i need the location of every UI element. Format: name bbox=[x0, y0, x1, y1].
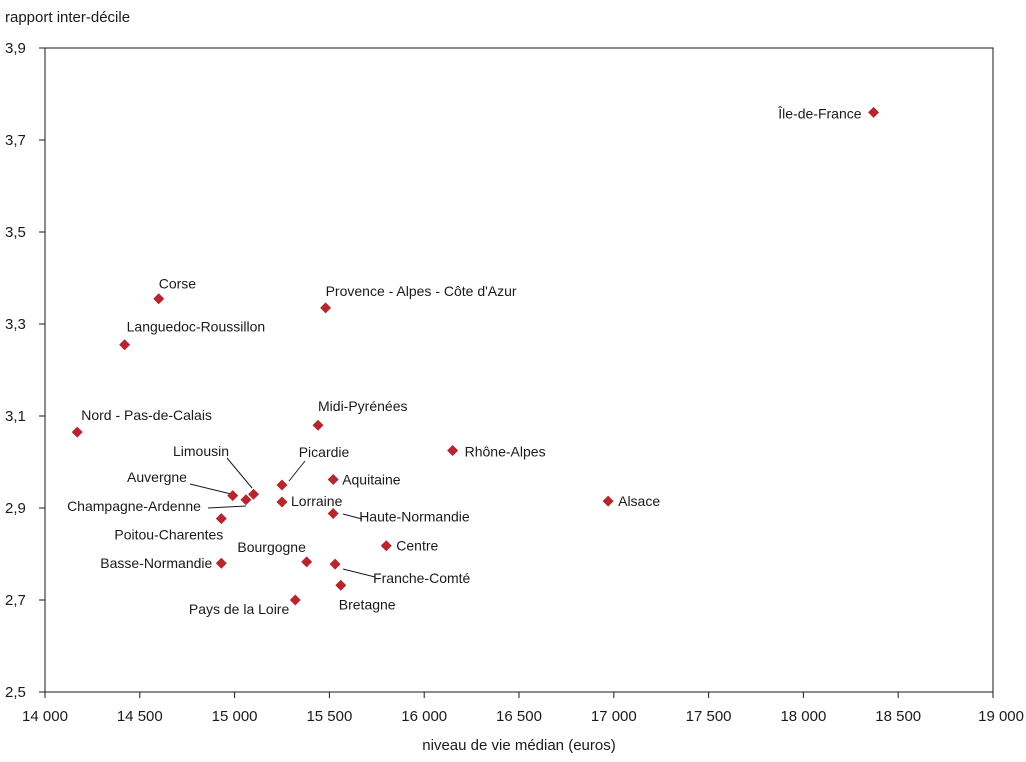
x-tick-label: 14 500 bbox=[117, 708, 163, 725]
x-tick-label: 19 000 bbox=[978, 708, 1024, 725]
data-point-label: Centre bbox=[396, 538, 438, 554]
x-axis-ticks: 14 000 14 500 15 000 15 500 16 000 16 500 17 0… bbox=[22, 692, 1024, 725]
y-tick-label: 3,1 bbox=[5, 408, 26, 425]
data-point-marker bbox=[240, 494, 252, 506]
x-tick-label: 17 000 bbox=[591, 708, 637, 725]
data-point-label: Alsace bbox=[618, 493, 660, 509]
data-point-marker bbox=[153, 293, 165, 305]
data-point-label: Nord - Pas-de-Calais bbox=[81, 407, 212, 423]
data-point-label: Auvergne bbox=[127, 469, 187, 485]
data-point-marker bbox=[276, 496, 288, 508]
x-axis-title: niveau de vie médian (euros) bbox=[422, 737, 615, 754]
data-point-marker bbox=[301, 556, 313, 568]
data-point-marker bbox=[447, 445, 459, 456]
y-tick-label: 3,5 bbox=[5, 224, 26, 241]
data-point-marker bbox=[276, 479, 288, 491]
y-tick-label: 2,7 bbox=[5, 592, 26, 609]
leader-line bbox=[207, 505, 247, 509]
data-point-marker bbox=[119, 339, 131, 351]
leader-lines bbox=[189, 457, 376, 578]
data-point-marker bbox=[215, 513, 227, 525]
y-axis-title: rapport inter-décile bbox=[5, 9, 130, 26]
leader-line bbox=[226, 457, 253, 489]
data-point-marker bbox=[602, 495, 614, 507]
data-point-marker bbox=[335, 579, 347, 591]
data-point-marker bbox=[320, 302, 332, 314]
data-point-marker bbox=[248, 488, 260, 500]
y-tick-label: 3,9 bbox=[5, 40, 26, 57]
x-tick-label: 15 000 bbox=[212, 708, 258, 725]
data-point-marker bbox=[327, 508, 339, 520]
data-point-label: Franche-Comté bbox=[373, 570, 470, 586]
data-point-label: Basse-Normandie bbox=[100, 555, 212, 571]
data-point-label: Haute-Normandie bbox=[359, 509, 470, 525]
data-point-marker bbox=[327, 473, 339, 485]
x-tick-label: 18 000 bbox=[780, 708, 826, 725]
data-point-marker bbox=[312, 419, 324, 431]
y-axis-ticks: 2,5 2,7 2,9 3,1 3,3 3,5 3,7 3,9 bbox=[5, 40, 45, 701]
axes bbox=[44, 47, 994, 693]
data-point-label: Provence - Alpes - Côte d'Azur bbox=[326, 283, 517, 299]
leader-line bbox=[288, 460, 306, 482]
x-tick-label: 16 500 bbox=[496, 708, 542, 725]
x-tick-label: 15 500 bbox=[306, 708, 352, 725]
x-tick-label: 14 000 bbox=[22, 708, 68, 725]
data-point-marker bbox=[71, 426, 83, 438]
plot-frame bbox=[44, 47, 994, 693]
data-point-label: Île-de-France bbox=[777, 105, 861, 121]
data-point-marker bbox=[215, 557, 227, 569]
data-point-label: Lorraine bbox=[291, 493, 343, 509]
data-points bbox=[71, 106, 880, 606]
data-point-marker bbox=[380, 540, 392, 552]
data-point-label: Bourgogne bbox=[237, 539, 306, 555]
data-point-label: Picardie bbox=[299, 444, 350, 460]
data-point-marker bbox=[329, 558, 341, 570]
data-point-label: Pays de la Loire bbox=[189, 601, 290, 617]
leader-line bbox=[342, 513, 363, 520]
point-labels: Île-de-France Corse Provence - Alpes - Côt… bbox=[67, 105, 862, 617]
data-point-label: Bretagne bbox=[339, 596, 396, 612]
leader-line bbox=[189, 483, 232, 495]
data-point-marker bbox=[868, 106, 880, 118]
data-point-marker bbox=[227, 490, 239, 502]
data-point-marker bbox=[289, 594, 301, 606]
x-tick-label: 16 000 bbox=[401, 708, 447, 725]
x-tick-label: 18 500 bbox=[875, 708, 921, 725]
y-tick-label: 3,7 bbox=[5, 132, 26, 149]
y-tick-label: 2,5 bbox=[5, 684, 26, 701]
y-tick-label: 2,9 bbox=[5, 500, 26, 517]
data-point-label: Corse bbox=[159, 276, 197, 292]
data-point-label: Languedoc-Roussillon bbox=[127, 319, 266, 335]
x-tick-label: 17 500 bbox=[686, 708, 732, 725]
y-tick-label: 3,3 bbox=[5, 316, 26, 333]
data-point-label: Limousin bbox=[173, 443, 229, 459]
leader-line bbox=[342, 568, 376, 578]
data-point-label: Aquitaine bbox=[342, 471, 401, 487]
data-point-label: Midi-Pyrénées bbox=[318, 398, 407, 414]
data-point-label: Rhône-Alpes bbox=[465, 444, 546, 460]
data-point-label: Champagne-Ardenne bbox=[67, 498, 201, 514]
data-point-label: Poitou-Charentes bbox=[114, 527, 223, 543]
